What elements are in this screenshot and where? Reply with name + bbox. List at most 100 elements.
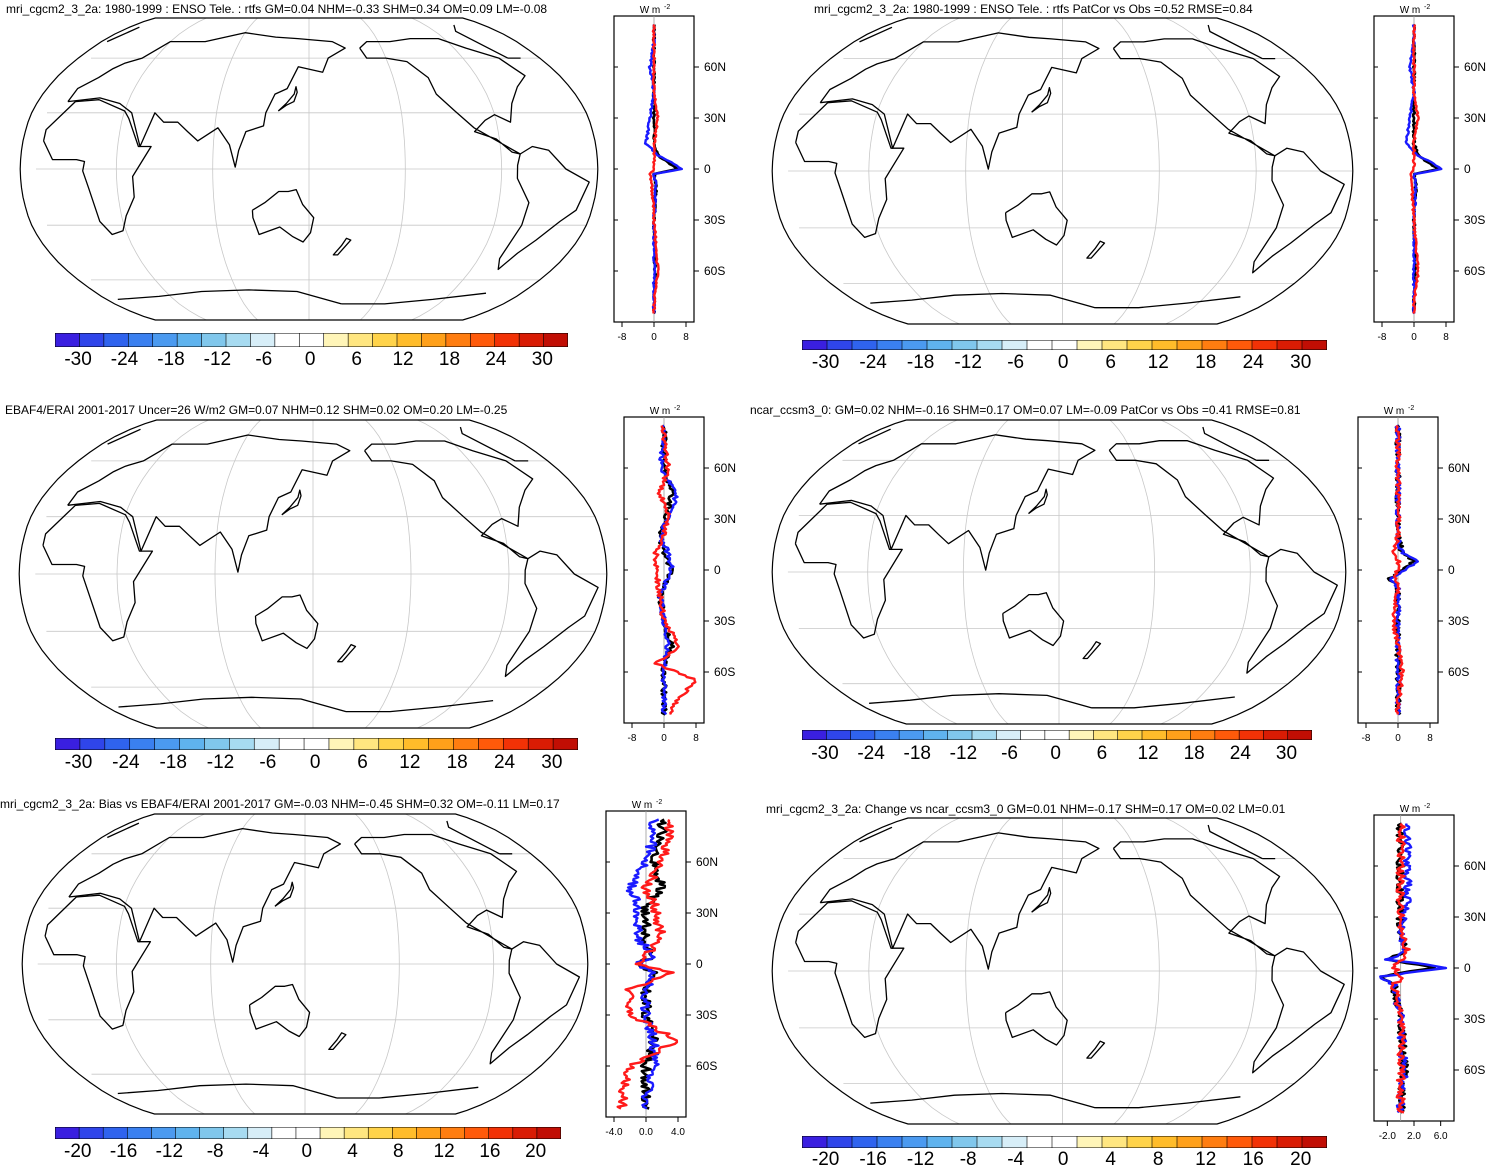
colorbar-swatch [1288,730,1312,740]
colorbar-swatch [1142,730,1167,740]
colorbar-label: 24 [494,752,515,774]
colorbar-swatch [104,333,129,347]
colorbar-swatch [177,333,202,347]
robinson-map [17,418,609,730]
panel-p3: EBAF4/ERAI 2001-2017 Uncer=26 W/m2 GM=0.… [0,390,748,780]
colorbar-swatch [977,340,1002,350]
colorbar-label: -18 [907,352,934,374]
colorbar-swatch [877,340,902,350]
colorbar-swatch [421,333,446,347]
colorbar-label: -6 [1007,352,1024,374]
colorbar-swatch [1263,730,1288,740]
x-tick-label: -8 [1378,332,1387,343]
robinson-map [770,16,1355,326]
colorbar-label: 24 [1230,743,1251,765]
lat-label: 0 [714,563,721,577]
colorbar-swatch [478,738,503,750]
colorbar-swatch [902,340,927,350]
colorbar-swatch [1152,340,1177,350]
lat-label: 30S [1448,614,1469,628]
lat-label: 30S [704,213,725,227]
colorbar [55,738,578,750]
colorbar-label: -6 [255,349,272,371]
colorbar-label: 6 [357,752,368,774]
colorbar-swatch [153,333,178,347]
colorbar-label: 30 [541,752,562,774]
colorbar-label: -30 [812,352,839,374]
colorbar-label: 12 [392,349,413,371]
colorbar-label: 30 [1276,743,1297,765]
colorbar-swatch [226,333,251,347]
panel-title: EBAF4/ERAI 2001-2017 Uncer=26 W/m2 GM=0.… [5,403,507,417]
colorbar-label: 24 [1243,352,1264,374]
colorbar-swatch [55,333,80,347]
colorbar-swatch [923,730,948,740]
colorbar-swatch [180,738,205,750]
colorbar [55,333,568,347]
lat-label: 0 [1464,162,1471,176]
panel-title: mri_cgcm2_3_2a: Bias vs EBAF4/ERAI 2001-… [0,797,560,811]
lat-label: 30N [1464,111,1486,125]
lat-label: 30N [704,111,726,125]
colorbar-swatch [1069,730,1094,740]
x-tick-label: 0 [1395,733,1401,744]
lat-label: 60N [714,461,736,475]
colorbar-label: 12 [1137,743,1158,765]
colorbar-swatch [229,738,254,750]
colorbar-label: 6 [1097,743,1108,765]
colorbar-label: -30 [64,349,91,371]
panel-title: mri_cgcm2_3_2a: 1980-1999 : ENSO Tele. :… [814,2,1253,16]
colorbar-label: 12 [1148,352,1169,374]
colorbar-label: -12 [950,743,977,765]
colorbar-swatch [1277,340,1302,350]
colorbar-label: 0 [305,349,316,371]
colorbar-swatch [875,730,900,740]
panel-p4: ncar_ccsm3_0: GM=0.02 NHM=-0.16 SHM=0.17… [748,390,1496,780]
colorbar-swatch [1302,340,1327,350]
colorbar-swatch [1021,730,1046,740]
colorbar-swatch [470,333,495,347]
lat-label: 0 [1448,563,1455,577]
colorbar-swatch [1118,730,1143,740]
colorbar-swatch [1177,340,1202,350]
colorbar-swatch [802,340,827,350]
x-tick-label: -8 [1362,733,1371,744]
colorbar [802,340,1327,350]
colorbar-label: -18 [159,752,186,774]
panel-title: ncar_ccsm3_0: GM=0.02 NHM=-0.16 SHM=0.17… [750,403,1301,417]
colorbar-label: -18 [157,349,184,371]
profile-unit: W m [1384,406,1405,417]
colorbar-swatch [553,738,578,750]
colorbar-label: 6 [351,349,362,371]
colorbar-label: 0 [310,752,321,774]
colorbar-swatch [1202,340,1227,350]
lat-label: 30N [714,512,736,526]
colorbar-label: -24 [857,743,884,765]
colorbar-swatch [275,333,300,347]
colorbar-label: 18 [447,752,468,774]
colorbar-label: 0 [1058,352,1069,374]
colorbar-label: -30 [65,752,92,774]
panel-p1: mri_cgcm2_3_2a: 1980-1999 : ENSO Tele. :… [0,0,748,390]
colorbar-swatch [324,333,349,347]
colorbar-label: -12 [954,352,981,374]
colorbar-swatch [1052,340,1077,350]
colorbar-swatch [155,738,180,750]
colorbar-label: -24 [111,349,138,371]
colorbar-label: -24 [112,752,139,774]
lat-label: 60S [714,665,735,679]
x-tick-label: 8 [1443,332,1449,343]
x-tick-label: -8 [618,332,627,343]
colorbar-label: 24 [485,349,506,371]
colorbar-swatch [404,738,429,750]
colorbar-swatch [379,738,404,750]
x-tick-label: 8 [1427,733,1433,744]
colorbar-swatch [1077,340,1102,350]
panel-title: mri_cgcm2_3_2a: 1980-1999 : ENSO Tele. :… [6,2,547,16]
